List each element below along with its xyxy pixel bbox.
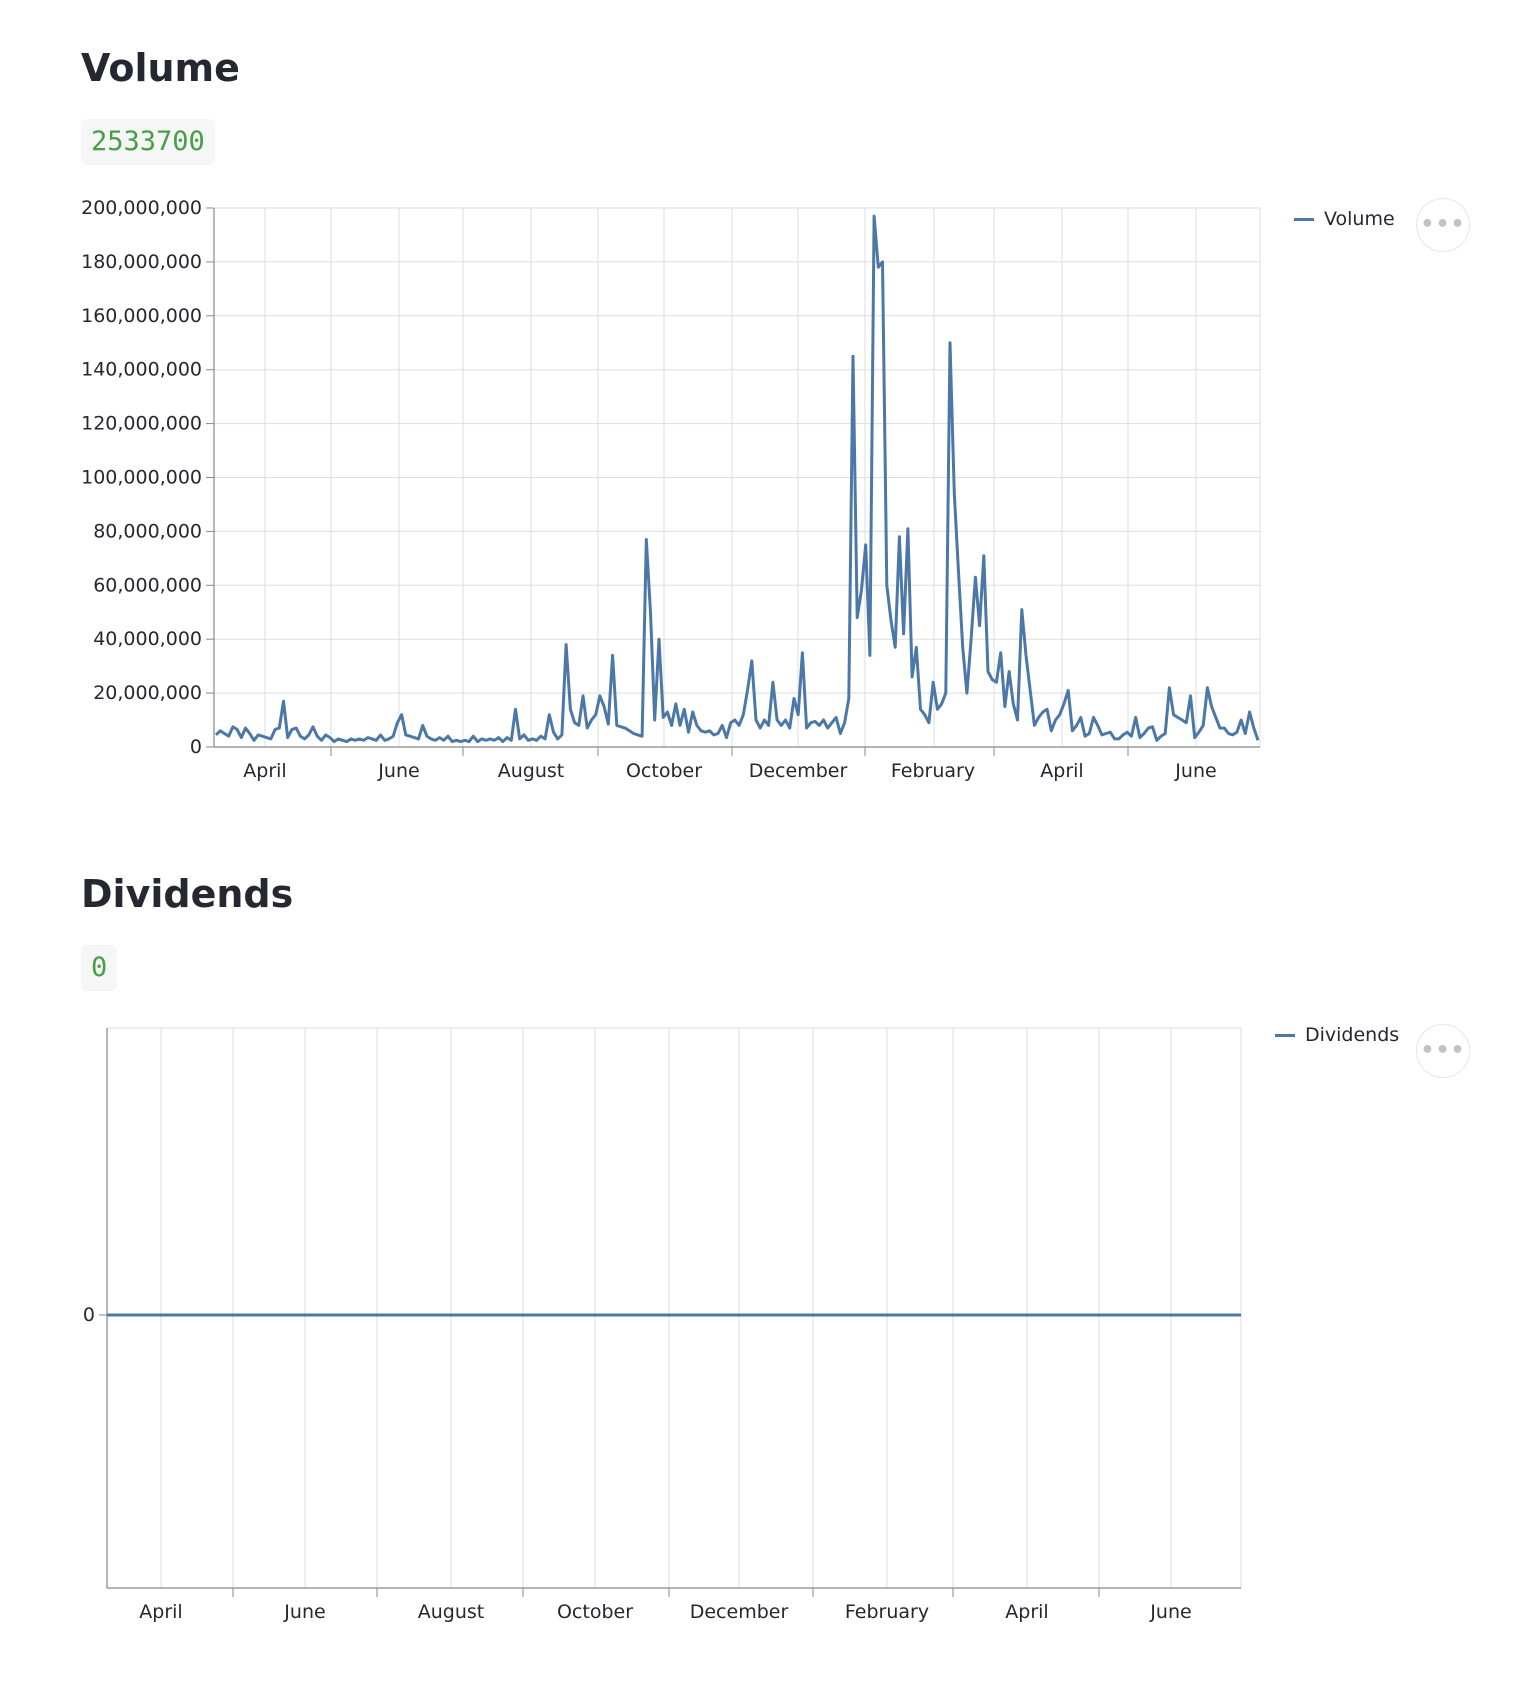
x-tick-label: June	[283, 1601, 325, 1623]
x-tick-label: April	[1040, 760, 1083, 782]
ellipsis-icon: •••	[1420, 1038, 1466, 1063]
x-tick-label: April	[243, 760, 286, 782]
y-tick-label: 120,000,000	[81, 413, 202, 435]
x-tick-label: February	[891, 760, 975, 782]
x-tick-label: October	[626, 760, 702, 782]
legend-swatch	[1275, 1033, 1295, 1037]
dividends-chart: 0 April June August October December February A…	[83, 1027, 1242, 1623]
x-tick-label: June	[1174, 760, 1216, 782]
x-tick-label: August	[498, 760, 565, 782]
dividends-legend: Dividends	[1275, 1024, 1399, 1046]
y-tick-label: 20,000,000	[93, 682, 202, 704]
y-tick-label: 0	[83, 1304, 95, 1326]
y-tick-label: 80,000,000	[93, 520, 202, 542]
volume-value: 2533700	[81, 119, 215, 165]
y-tick-label: 100,000,000	[81, 467, 202, 489]
dividends-title: Dividends	[81, 872, 294, 916]
legend-swatch	[1294, 217, 1314, 221]
ellipsis-icon: •••	[1420, 212, 1466, 237]
y-tick-label: 140,000,000	[81, 359, 202, 381]
series-line-volume	[214, 214, 1260, 744]
volume-section: Volume 2533700 0 20,000,000 40,000,000 60,0…	[0, 0, 1536, 830]
volume-chart-menu-button[interactable]: •••	[1416, 198, 1470, 252]
volume-title: Volume	[81, 46, 240, 90]
dividends-chart-menu-button[interactable]: •••	[1416, 1024, 1470, 1078]
dividends-value: 0	[81, 945, 118, 991]
legend-label: Dividends	[1305, 1024, 1400, 1046]
y-tick-label: 0	[190, 736, 202, 758]
y-tick-label: 180,000,000	[81, 251, 202, 273]
y-tick-label: 40,000,000	[93, 628, 202, 650]
plot-frame	[106, 1027, 1242, 1589]
volume-legend: Volume	[1294, 208, 1395, 230]
x-tick-label: June	[377, 760, 419, 782]
x-tick-label: October	[557, 1601, 633, 1623]
volume-chart: 0 20,000,000 40,000,000 60,000,000 80,000,00…	[81, 197, 1261, 782]
x-tick-label: August	[418, 1601, 485, 1623]
y-tick-label: 200,000,000	[81, 197, 202, 219]
dividends-section: Dividends 0 0 April June August October Decem…	[0, 830, 1536, 1700]
y-tick-label: 160,000,000	[81, 305, 202, 327]
x-tick-label: December	[749, 760, 848, 782]
x-tick-label: December	[690, 1601, 789, 1623]
x-tick-label: June	[1149, 1601, 1191, 1623]
y-tick-label: 60,000,000	[93, 574, 202, 596]
x-tick-label: April	[1005, 1601, 1048, 1623]
x-tick-label: April	[139, 1601, 182, 1623]
legend-label: Volume	[1324, 208, 1395, 230]
x-tick-label: February	[845, 1601, 929, 1623]
